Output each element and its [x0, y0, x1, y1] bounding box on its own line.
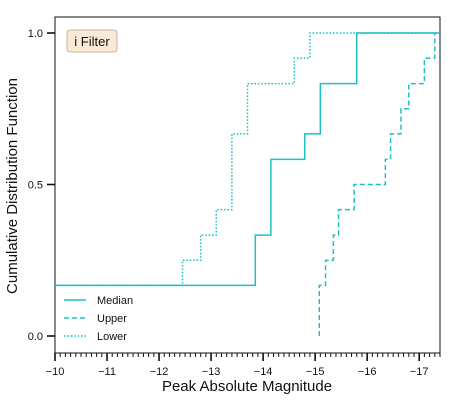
x-tick-label: −17 [410, 366, 429, 378]
y-tick-label: 0.5 [28, 180, 43, 192]
x-tick-label: −15 [306, 366, 325, 378]
y-axis-label: Cumulative Distribution Function [4, 78, 21, 294]
legend-label-lower: Lower [97, 331, 127, 343]
y-tick-label: 1.0 [28, 28, 43, 40]
legend-label-upper: Upper [97, 313, 127, 325]
x-axis-label: Peak Absolute Magnitude [162, 378, 332, 395]
series-layer [55, 32, 440, 336]
series-line-median [55, 32, 440, 287]
ticks-layer: −10 −11 −12 −13 −14 −15 −16 −17 0.0 0.5 1.0 [28, 28, 441, 378]
series-line-upper [318, 33, 436, 336]
x-tick-label: −13 [202, 366, 221, 378]
annotation-box [66, 29, 118, 53]
filter-annotation: i Filter [66, 29, 118, 53]
x-tick-label: −11 [98, 366, 116, 378]
series-line-lower [55, 32, 440, 287]
legend: Median Upper Lower [64, 295, 133, 343]
x-tick-label: −10 [46, 366, 65, 378]
y-tick-label: 0.0 [28, 331, 43, 343]
x-tick-label: −16 [358, 366, 377, 378]
x-tick-label: −12 [150, 366, 169, 378]
legend-label-median: Median [97, 295, 133, 307]
annotation-text: i Filter [74, 34, 110, 49]
x-tick-label: −14 [254, 366, 273, 378]
